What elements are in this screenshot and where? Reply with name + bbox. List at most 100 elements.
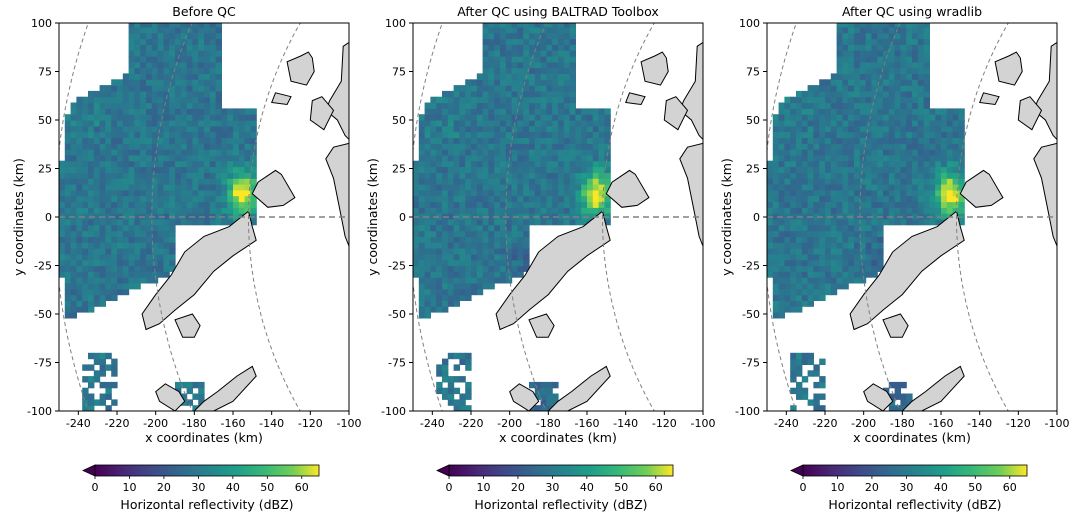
reflectivity-cell <box>198 207 205 214</box>
reflectivity-cell <box>175 26 182 34</box>
reflectivity-cell <box>836 201 843 208</box>
reflectivity-cell <box>204 160 211 168</box>
reflectivity-cell <box>186 102 193 109</box>
reflectivity-cell <box>836 149 843 156</box>
reflectivity-cell <box>204 207 211 214</box>
reflectivity-cell <box>471 253 478 261</box>
reflectivity-cell <box>122 283 130 290</box>
colorbar-tick-label: 10 <box>830 481 844 494</box>
reflectivity-cell <box>215 44 222 51</box>
reflectivity-cell <box>592 195 600 203</box>
reflectivity-cell <box>488 160 495 168</box>
reflectivity-cell <box>888 178 896 185</box>
reflectivity-cell <box>111 265 118 272</box>
reflectivity-cell <box>511 38 518 45</box>
reflectivity-cell <box>941 154 948 162</box>
reflectivity-cell <box>169 149 176 156</box>
reflectivity-cell <box>871 85 878 92</box>
reflectivity-cell <box>958 149 965 156</box>
reflectivity-cell <box>842 96 849 104</box>
reflectivity-cell <box>836 189 843 197</box>
reflectivity-cell <box>558 166 565 173</box>
reflectivity-cell <box>471 85 478 92</box>
reflectivity-cell <box>598 149 605 156</box>
reflectivity-cell <box>117 125 124 133</box>
reflectivity-cell <box>204 32 211 40</box>
reflectivity-cell <box>418 154 426 162</box>
reflectivity-cell <box>424 125 431 133</box>
reflectivity-cell <box>70 271 77 278</box>
reflectivity-cell <box>517 23 524 28</box>
reflectivity-cell <box>418 137 426 144</box>
reflectivity-cell <box>250 166 257 173</box>
reflectivity-cell <box>204 26 211 34</box>
chart-title: Before QC <box>172 4 236 19</box>
reflectivity-cell <box>807 149 814 156</box>
reflectivity-cell <box>894 125 901 133</box>
reflectivity-cell <box>76 265 83 272</box>
reflectivity-cell <box>912 201 919 208</box>
reflectivity-cell <box>93 236 101 243</box>
reflectivity-cell <box>854 149 861 156</box>
reflectivity-cell <box>105 230 112 237</box>
reflectivity-cell <box>569 67 576 74</box>
reflectivity-cell <box>436 154 443 162</box>
reflectivity-cell <box>122 137 130 144</box>
reflectivity-cell <box>888 79 896 86</box>
reflectivity-cell <box>825 248 832 255</box>
reflectivity-cell <box>134 184 141 191</box>
reflectivity-cell <box>505 236 513 243</box>
reflectivity-cell <box>59 242 66 249</box>
reflectivity-cell <box>70 184 77 191</box>
reflectivity-cell <box>801 213 809 220</box>
reflectivity-cell <box>471 166 478 173</box>
reflectivity-cell <box>192 23 199 28</box>
reflectivity-cell <box>151 108 159 115</box>
reflectivity-cell <box>122 259 130 267</box>
reflectivity-cell <box>912 108 919 115</box>
reflectivity-cell <box>772 288 780 296</box>
reflectivity-cell <box>70 265 77 272</box>
reflectivity-cell <box>500 96 507 104</box>
reflectivity-cell <box>93 224 101 232</box>
reflectivity-cell <box>546 67 553 74</box>
reflectivity-cell <box>447 265 455 272</box>
reflectivity-cell <box>476 218 484 226</box>
reflectivity-cell <box>941 120 948 127</box>
reflectivity-cell <box>854 154 861 162</box>
reflectivity-cell <box>494 218 501 226</box>
colorbar-extend-min <box>790 464 804 477</box>
reflectivity-cell <box>128 259 135 267</box>
reflectivity-cell <box>128 32 135 40</box>
reflectivity-cell <box>180 207 188 214</box>
reflectivity-cell <box>482 195 489 203</box>
reflectivity-cell <box>459 108 466 115</box>
reflectivity-cell <box>952 131 959 138</box>
colorbar-tick-label: 10 <box>476 481 490 494</box>
reflectivity-cell <box>140 277 147 284</box>
reflectivity-cell <box>906 108 913 115</box>
reflectivity-cell <box>169 265 176 272</box>
reflectivity-cell <box>111 172 118 179</box>
reflectivity-cell <box>888 32 896 40</box>
reflectivity-cell <box>99 370 106 377</box>
reflectivity-cell <box>233 189 240 197</box>
reflectivity-cell <box>552 137 559 144</box>
reflectivity-cell <box>430 184 437 191</box>
reflectivity-cell <box>227 108 234 115</box>
reflectivity-cell <box>128 90 135 98</box>
reflectivity-cell <box>859 207 867 214</box>
reflectivity-cell <box>819 195 826 203</box>
reflectivity-cell <box>558 201 565 208</box>
reflectivity-cell <box>552 160 559 168</box>
reflectivity-cell <box>767 271 774 278</box>
reflectivity-cell <box>859 61 867 69</box>
reflectivity-cell <box>848 207 855 214</box>
reflectivity-cell <box>575 195 582 203</box>
reflectivity-cell <box>175 201 182 208</box>
reflectivity-cell <box>221 189 228 197</box>
reflectivity-cell <box>465 242 472 249</box>
reflectivity-cell <box>523 90 530 98</box>
reflectivity-cell <box>819 137 826 144</box>
reflectivity-cell <box>459 143 466 150</box>
